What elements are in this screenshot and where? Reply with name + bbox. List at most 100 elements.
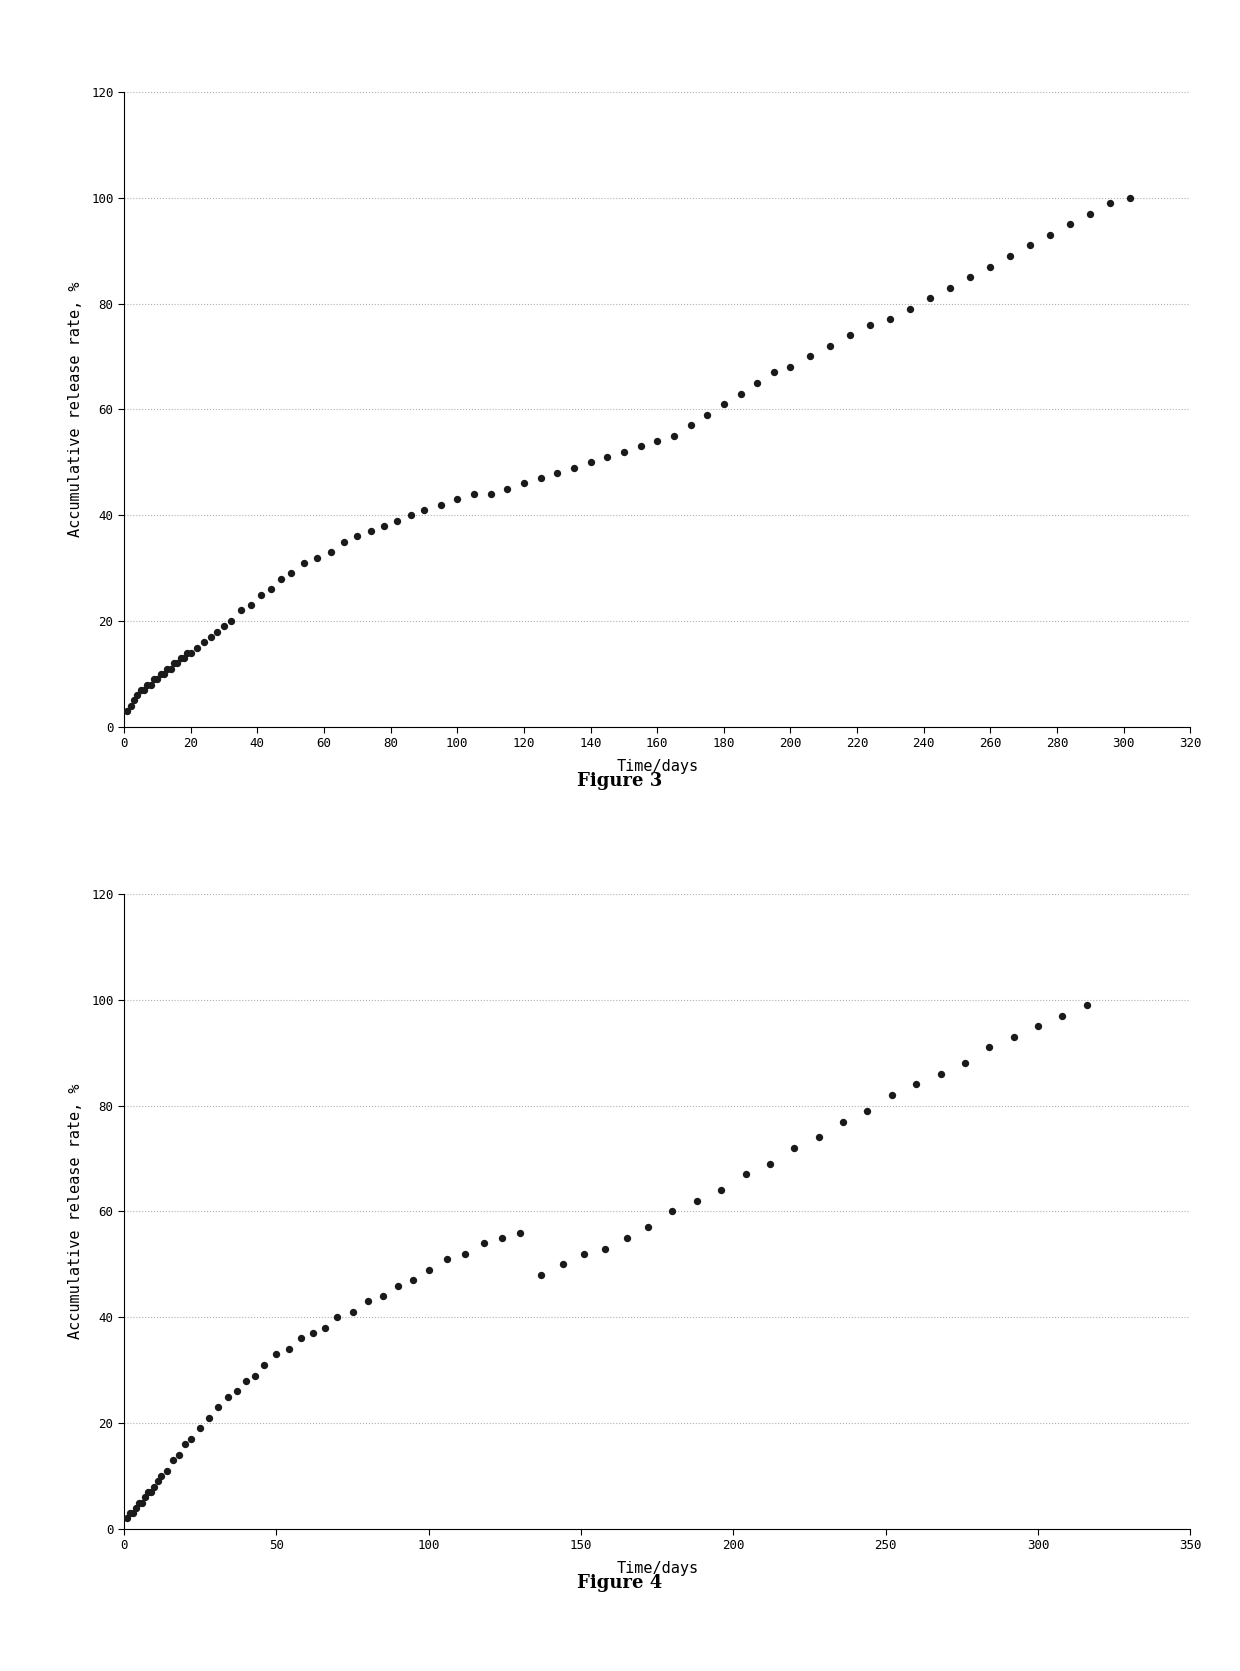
Point [120, 1501, 140, 1527]
Point [138, 672, 157, 698]
Point [430, 491, 450, 518]
Point [760, 1150, 780, 1176]
Point [200, 1404, 219, 1430]
Point [227, 1379, 247, 1405]
Point [697, 401, 717, 428]
Point [841, 323, 861, 349]
Point [564, 455, 584, 481]
Point [167, 650, 187, 677]
Point [553, 1252, 573, 1278]
Text: Figure 3: Figure 3 [578, 772, 662, 790]
Point [347, 523, 367, 550]
Point [574, 1240, 594, 1267]
Point [133, 1489, 153, 1516]
Point [497, 476, 517, 503]
Point [647, 428, 667, 455]
Y-axis label: Accumulative release rate, %: Accumulative release rate, % [68, 1084, 83, 1338]
Point [169, 1442, 188, 1469]
X-axis label: Time/days: Time/days [616, 1561, 698, 1576]
Point [1060, 211, 1080, 237]
Point [134, 677, 154, 703]
Point [1021, 232, 1040, 259]
Point [531, 465, 551, 491]
Point [492, 1225, 512, 1252]
Point [880, 306, 900, 333]
Point [141, 1479, 161, 1506]
Point [291, 1325, 311, 1352]
Point [455, 1240, 475, 1267]
Point [614, 438, 634, 465]
Point [208, 1394, 228, 1420]
Point [374, 513, 394, 540]
Point [821, 333, 841, 359]
Point [1080, 201, 1100, 227]
Point [164, 650, 184, 677]
Point [218, 1384, 238, 1410]
Point [130, 677, 150, 703]
Point [117, 1506, 136, 1532]
Point [598, 444, 618, 471]
Point [171, 645, 191, 672]
Point [931, 1061, 951, 1088]
Point [663, 423, 683, 449]
Point [190, 1415, 210, 1442]
Point [303, 1320, 322, 1347]
Point [246, 1362, 265, 1389]
Point [481, 481, 501, 508]
Point [294, 550, 314, 576]
Point [580, 449, 600, 476]
Point [547, 460, 567, 486]
Point [464, 481, 484, 508]
Point [595, 1235, 615, 1262]
Point [1001, 242, 1021, 269]
Point [177, 640, 197, 667]
Point [387, 508, 407, 535]
Point [280, 560, 300, 587]
Point [687, 1188, 707, 1215]
Point [419, 1257, 439, 1283]
Point [906, 1071, 926, 1098]
Point [123, 1501, 143, 1527]
Point [358, 1288, 378, 1315]
Point [334, 528, 353, 555]
Point [1121, 184, 1141, 211]
Point [140, 672, 161, 698]
Point [148, 1469, 167, 1494]
Y-axis label: Accumulative release rate, %: Accumulative release rate, % [68, 282, 83, 536]
Point [403, 1267, 423, 1293]
Point [631, 433, 651, 460]
Point [270, 565, 290, 592]
Point [639, 1213, 658, 1240]
Point [781, 354, 801, 381]
Point [124, 687, 144, 714]
Point [662, 1198, 682, 1225]
Point [175, 1430, 195, 1457]
Point [373, 1283, 393, 1310]
Point [321, 538, 341, 565]
Point [231, 597, 250, 623]
Point [808, 1125, 828, 1151]
Point [161, 655, 181, 682]
Point [120, 692, 140, 719]
Point [401, 501, 420, 528]
Point [129, 1489, 149, 1516]
Point [254, 1352, 274, 1379]
Point [513, 470, 533, 496]
Point [267, 1340, 286, 1367]
Point [201, 623, 221, 650]
Point [681, 413, 701, 439]
Point [241, 592, 260, 618]
Point [181, 1425, 201, 1452]
Point [1076, 991, 1096, 1018]
Point [135, 1484, 155, 1511]
Point [148, 667, 167, 693]
Point [236, 1367, 255, 1394]
Point [174, 645, 193, 672]
Point [145, 1474, 165, 1501]
Point [858, 1098, 878, 1125]
Point [118, 698, 138, 725]
Point [207, 618, 227, 645]
Point [327, 1303, 347, 1330]
Point [981, 252, 1001, 279]
Point [162, 1447, 182, 1474]
